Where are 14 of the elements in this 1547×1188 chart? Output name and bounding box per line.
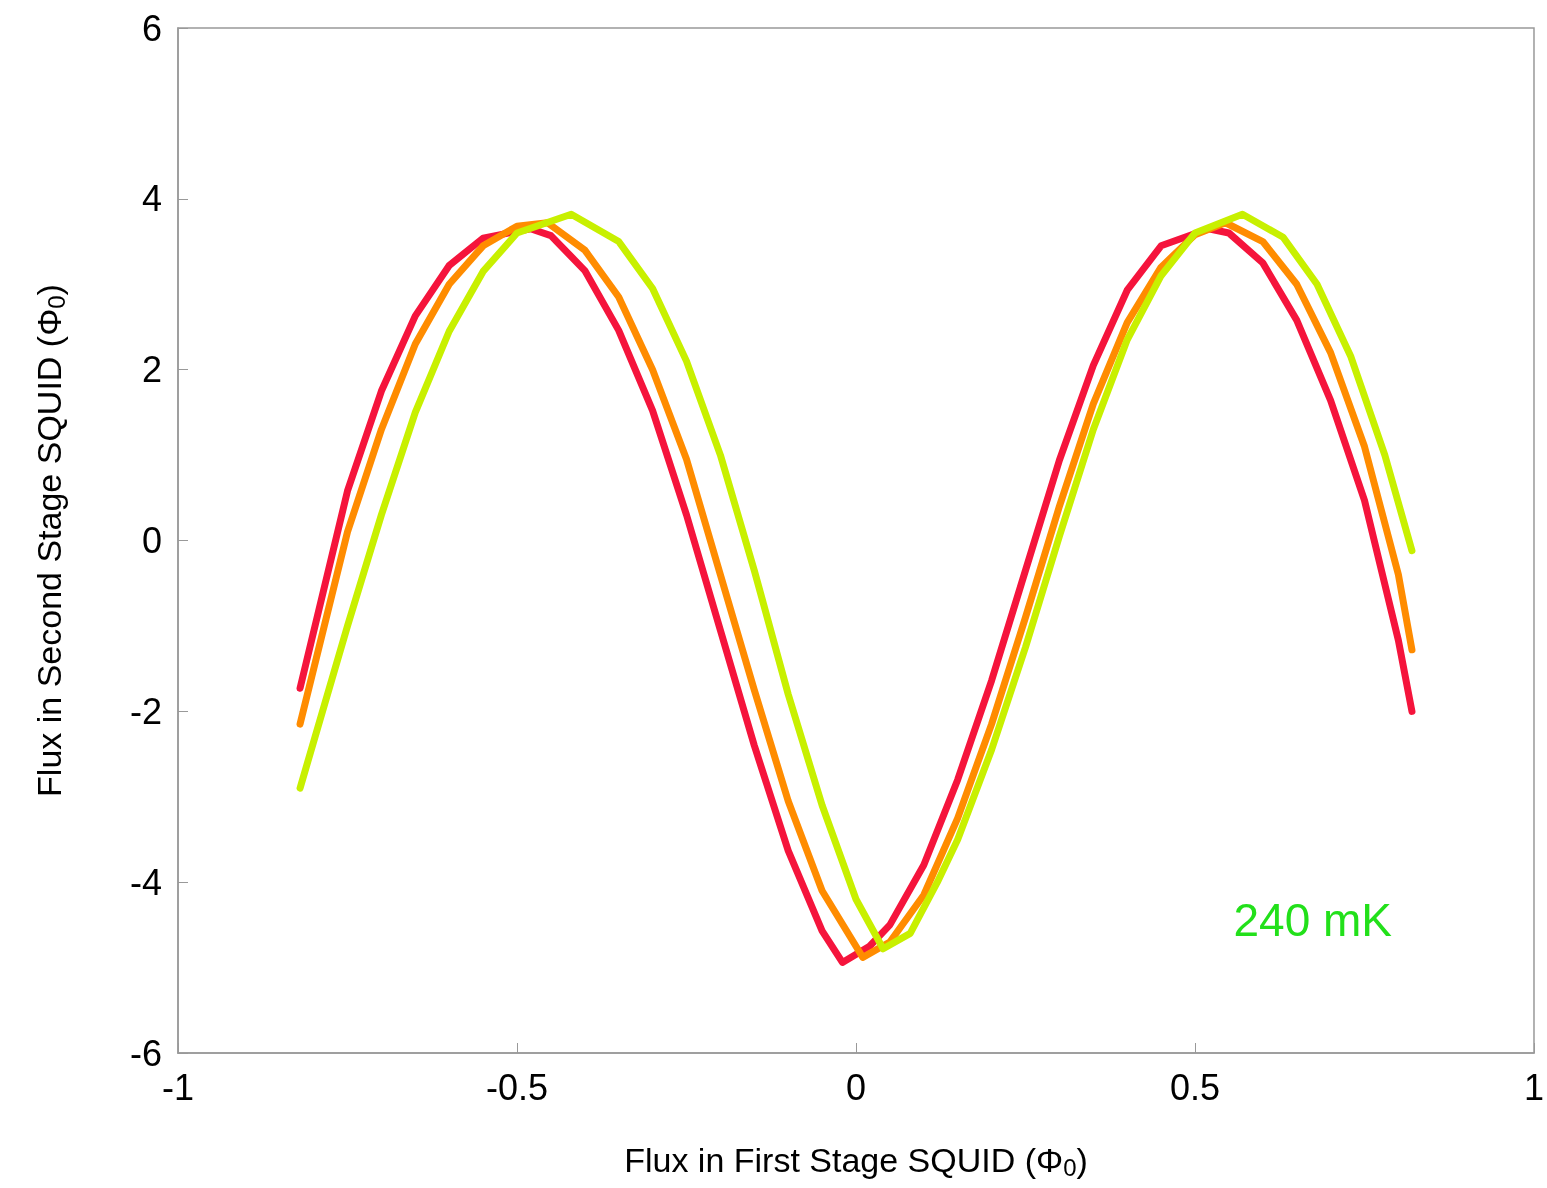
x-tick-label: -1 xyxy=(161,1066,195,1108)
y-axis-title: Flux in Second Stage SQUID (Φ0) xyxy=(30,284,70,797)
y-tick-label: -2 xyxy=(129,690,162,732)
y-tick-label: 0 xyxy=(141,520,162,561)
x-tick-label: -0.5 xyxy=(485,1066,549,1108)
y-tick-label: 2 xyxy=(141,349,162,391)
y-tick-label: -4 xyxy=(129,861,162,903)
x-tick-label: 0.5 xyxy=(1169,1066,1221,1108)
y-tick-label: -6 xyxy=(129,1032,162,1074)
x-tick-label: 1 xyxy=(1523,1066,1544,1108)
y-tick-label: 4 xyxy=(141,178,162,220)
y-tick-label: 6 xyxy=(141,7,162,49)
annotation: 240 mK xyxy=(1233,894,1393,946)
x-tick-label: 0 xyxy=(845,1066,867,1108)
